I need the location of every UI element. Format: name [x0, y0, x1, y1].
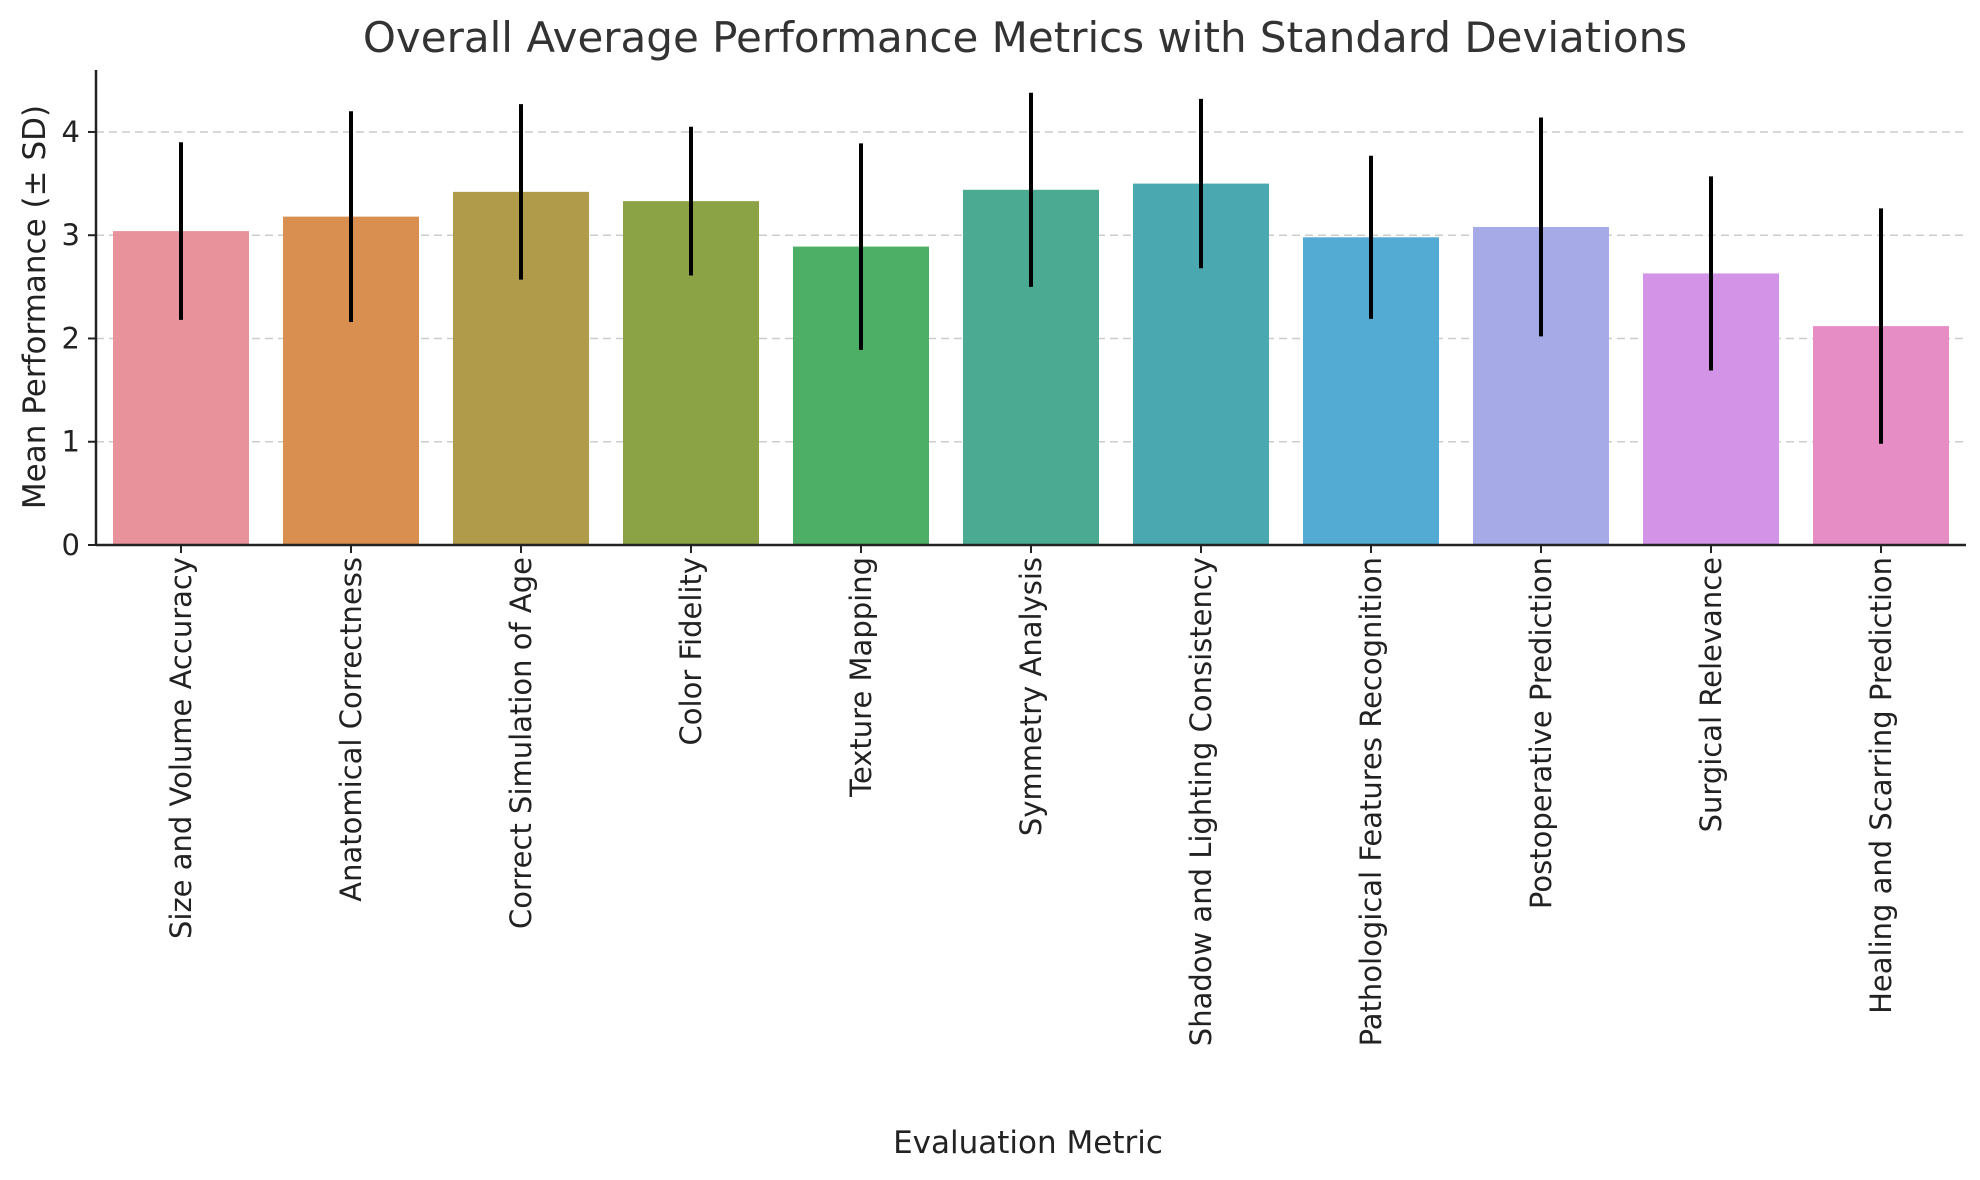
x-tick-label: Shadow and Lighting Consistency	[1184, 557, 1218, 1046]
x-tick-label: Anatomical Correctness	[334, 557, 368, 902]
x-tick-label: Correct Simulation of Age	[504, 557, 538, 929]
chart-title: Overall Average Performance Metrics with…	[363, 13, 1687, 62]
y-tick-label: 3	[62, 218, 80, 252]
y-ticks: 0 1 2 3 4	[62, 115, 96, 562]
x-tick-label: Healing and Scarring Prediction	[1864, 557, 1898, 1014]
x-tick-label: Surgical Relevance	[1694, 557, 1728, 832]
y-tick-label: 4	[62, 115, 80, 149]
x-tick-label: Size and Volume Accuracy	[164, 557, 198, 939]
x-tick-label: Pathological Features Recognition	[1354, 557, 1388, 1046]
y-tick-label: 2	[62, 321, 80, 355]
x-axis-label: Evaluation Metric	[893, 1125, 1163, 1161]
x-tick-label: Postoperative Prediction	[1524, 557, 1558, 909]
error-bars	[179, 92, 1883, 444]
bars	[113, 183, 1949, 546]
x-ticks: Size and Volume Accuracy Anatomical Corre…	[164, 545, 1898, 1046]
x-tick-label: Symmetry Analysis	[1014, 557, 1048, 836]
y-tick-label: 0	[62, 528, 80, 562]
x-tick-label: Texture Mapping	[844, 557, 878, 798]
x-tick-label: Color Fidelity	[674, 557, 708, 745]
y-tick-label: 1	[62, 425, 80, 459]
y-axis-label: Mean Performance (± SD)	[17, 105, 53, 509]
